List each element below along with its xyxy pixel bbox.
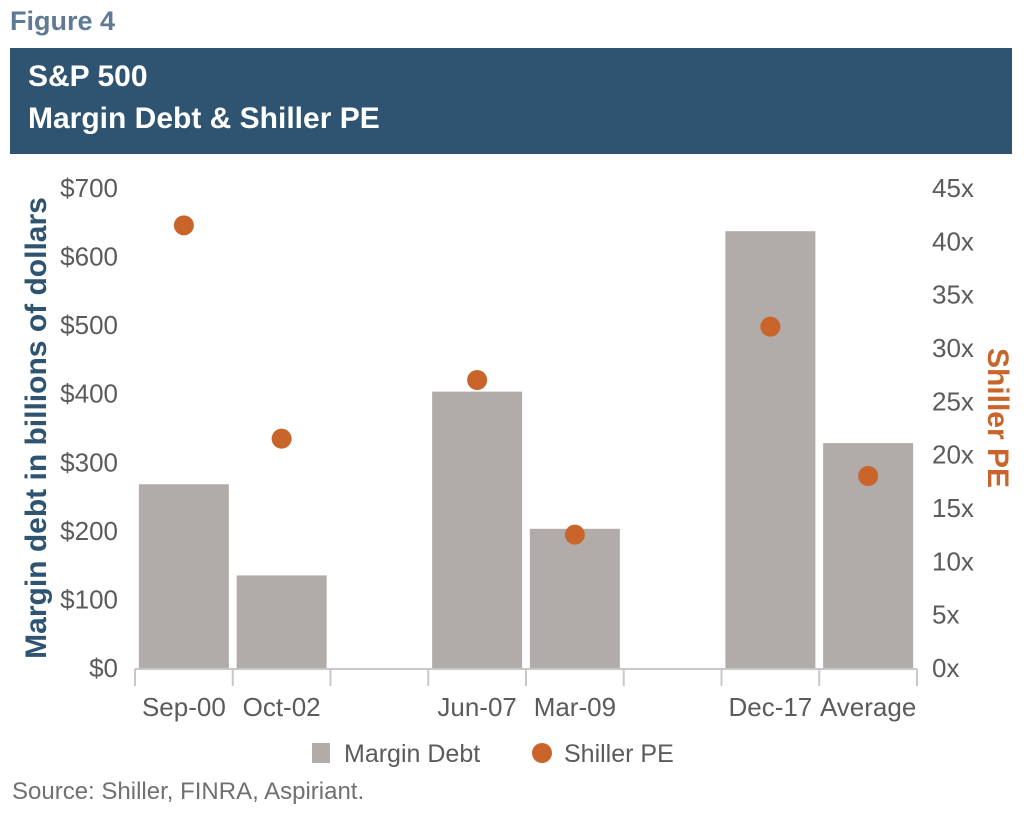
figure-label: Figure 4 — [10, 6, 116, 36]
scatter-point — [271, 428, 292, 449]
chart-title-line2: Margin Debt & Shiller PE — [28, 102, 380, 135]
x-tick-label: Mar-09 — [534, 692, 616, 722]
y2-tick-label: 0x — [932, 653, 959, 683]
y2-tick-label: 45x — [932, 173, 974, 203]
y-tick-label: $300 — [60, 447, 118, 477]
source-note: Source: Shiller, FINRA, Aspiriant. — [12, 778, 365, 805]
y2-tick-label: 40x — [932, 226, 974, 256]
x-tick-label: Oct-02 — [243, 692, 321, 722]
x-tick-label: Sep-00 — [142, 692, 226, 722]
x-tick-label: Dec-17 — [728, 692, 812, 722]
y2-tick-label: 10x — [932, 546, 974, 576]
chart-title-line1: S&P 500 — [28, 60, 148, 93]
y2-axis-label: Shiller PE — [981, 348, 1014, 488]
scatter-point — [173, 215, 194, 236]
x-tick-label: Jun-07 — [437, 692, 517, 722]
y2-tick-label: 5x — [932, 600, 959, 630]
bar — [432, 391, 523, 668]
y-tick-label: $100 — [60, 584, 118, 614]
scatter-point — [467, 370, 488, 390]
scatter-point — [760, 316, 781, 337]
y-tick-label: $200 — [60, 516, 118, 546]
y-tick-label: $600 — [60, 242, 118, 272]
y2-tick-label: 20x — [932, 440, 974, 470]
y-tick-label: $500 — [60, 310, 118, 340]
legend-label: Margin Debt — [344, 740, 480, 768]
y-tick-label: $400 — [60, 379, 118, 409]
y2-tick-label: 25x — [932, 386, 974, 416]
bar — [138, 484, 229, 668]
y-axis-label: Margin debt in billions of dollars — [20, 197, 53, 659]
y2-tick-label: 15x — [932, 493, 974, 523]
scatter-point — [564, 524, 585, 545]
scatter-point — [858, 466, 879, 486]
x-tick-label: Average — [820, 692, 916, 722]
legend-label: Shiller PE — [564, 740, 674, 768]
y-tick-label: $700 — [60, 173, 118, 203]
y-tick-label: $0 — [89, 653, 118, 683]
legend-swatch-bar — [312, 743, 330, 763]
legend-swatch-dot — [532, 743, 552, 763]
bar — [236, 575, 327, 668]
y2-tick-label: 35x — [932, 280, 974, 310]
title-band: S&P 500 Margin Debt & Shiller PE — [10, 48, 1012, 154]
bar — [725, 231, 816, 668]
bar — [529, 528, 620, 668]
y2-tick-label: 30x — [932, 333, 974, 363]
